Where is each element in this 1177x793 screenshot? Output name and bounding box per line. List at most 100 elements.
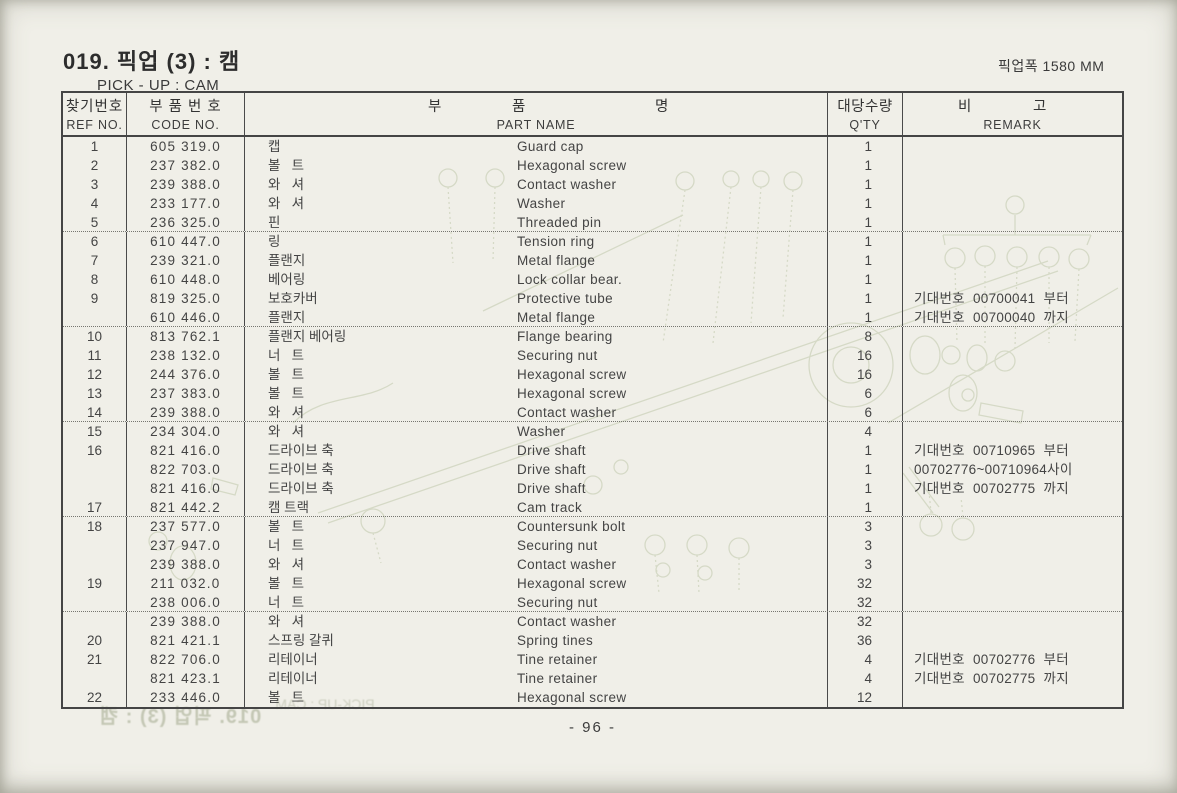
table-row: 237 947.0 너 트 Securing nut 3 [63, 536, 1122, 555]
part-name-cell: 볼 트 Hexagonal screw [245, 688, 828, 707]
header-name-kr-1: 부 [428, 99, 442, 115]
part-name-en: Drive shaft [517, 481, 586, 496]
part-name-cell: 볼 트 Hexagonal screw [245, 384, 828, 403]
page-subtitle: PICK - UP : CAM [97, 77, 220, 94]
ref-no-cell [63, 593, 127, 611]
code-no-cell: 237 382.0 [127, 156, 245, 175]
ref-no-cell: 9 [63, 289, 127, 308]
part-name-en: Contact washer [517, 614, 617, 629]
code-no-cell: 239 388.0 [127, 612, 245, 631]
code-no-cell: 239 388.0 [127, 555, 245, 574]
remark-cell: 기대번호 00700041 부터 [914, 291, 1069, 306]
page-number: - 96 - [568, 719, 616, 736]
ref-no-cell: 20 [63, 631, 127, 650]
remark-cell [903, 327, 1122, 346]
part-name-kr: 베어링 [268, 272, 306, 287]
qty-cell: 1 [828, 194, 903, 213]
header-name-en: PART NAME [496, 118, 576, 132]
remark-cell [903, 517, 1122, 536]
qty-cell: 1 [828, 308, 903, 326]
table-row: 239 388.0 와 셔 Contact washer 3 [63, 555, 1122, 574]
ref-no-cell [63, 555, 127, 574]
remark-cell [903, 384, 1122, 403]
ref-no-cell [63, 308, 127, 326]
table-row: 821 416.0 드라이브 축 Drive shaft 1 기대번호 00702775… [63, 479, 1122, 498]
remark-cell [903, 213, 1122, 231]
part-name-en: Spring tines [517, 633, 594, 648]
remark-cell [903, 232, 1122, 251]
part-name-cell: 와 셔 Washer [245, 422, 828, 441]
part-name-en: Contact washer [517, 177, 617, 192]
part-name-cell: 볼 트 Hexagonal screw [245, 156, 828, 175]
table-row: 6 610 447.0 링 Tension ring 1 [63, 232, 1122, 251]
remark-cell [903, 365, 1122, 384]
part-name-en: Tine retainer [517, 652, 598, 667]
code-no-cell: 237 383.0 [127, 384, 245, 403]
part-name-cell: 리테이너 Tine retainer [245, 650, 828, 669]
ref-no-cell: 17 [63, 498, 127, 516]
remark-cell [903, 574, 1122, 593]
part-name-cell: 와 셔 Contact washer [245, 555, 828, 574]
code-no-cell: 238 132.0 [127, 346, 245, 365]
part-name-cell: 리테이너 Tine retainer [245, 669, 828, 688]
remark-cell [903, 612, 1122, 631]
qty-cell: 4 [828, 669, 903, 688]
part-name-en: Contact washer [517, 405, 617, 420]
part-name-en: Washer [517, 196, 566, 211]
code-no-cell: 233 446.0 [127, 688, 245, 707]
ref-no-cell [63, 669, 127, 688]
code-no-cell: 239 388.0 [127, 403, 245, 421]
ref-no-cell [63, 612, 127, 631]
part-name-kr: 볼 트 [268, 386, 305, 401]
table-row: 15 234 304.0 와 셔 Washer 4 [63, 422, 1122, 441]
part-name-cell: 스프링 갈퀴 Spring tines [245, 631, 828, 650]
header-qty: 대당수량 Q'TY [828, 93, 903, 135]
part-name-en: Securing nut [517, 538, 598, 553]
table-row: 238 006.0 너 트 Securing nut 32 [63, 593, 1122, 612]
table-row: 17 821 442.2 캠 트랙 Cam track 1 [63, 498, 1122, 517]
qty-cell: 1 [828, 479, 903, 498]
part-name-kr: 볼 트 [268, 519, 305, 534]
part-name-en: Hexagonal screw [517, 386, 627, 401]
table-row: 19 211 032.0 볼 트 Hexagonal screw 32 [63, 574, 1122, 593]
part-name-kr: 리테이너 [268, 671, 318, 686]
part-name-cell: 드라이브 축 Drive shaft [245, 460, 828, 479]
qty-cell: 1 [828, 441, 903, 460]
table-row: 2 237 382.0 볼 트 Hexagonal screw 1 [63, 156, 1122, 175]
code-no-cell: 610 447.0 [127, 232, 245, 251]
part-name-cell: 볼 트 Hexagonal screw [245, 574, 828, 593]
qty-cell: 32 [828, 593, 903, 611]
header-code-en: CODE NO. [151, 118, 220, 132]
qty-cell: 3 [828, 536, 903, 555]
part-name-kr: 플랜지 [268, 310, 306, 325]
part-name-cell: 볼 트 Countersunk bolt [245, 517, 828, 536]
part-name-en: Tine retainer [517, 671, 598, 686]
part-name-en: Hexagonal screw [517, 576, 627, 591]
remark-cell: 기대번호 00702775 까지 [914, 671, 1069, 686]
part-name-kr: 볼 트 [268, 576, 305, 591]
header-remark-kr-2: 고 [1033, 99, 1047, 115]
pickup-width-label: 픽업폭 1580 MM [998, 58, 1105, 74]
table-row: 18 237 577.0 볼 트 Countersunk bolt 3 [63, 517, 1122, 536]
header-remark-en: REMARK [983, 118, 1042, 132]
code-no-cell: 234 304.0 [127, 422, 245, 441]
code-no-cell: 821 423.1 [127, 669, 245, 688]
part-name-kr: 와 셔 [268, 177, 305, 192]
remark-cell [903, 498, 1122, 516]
ref-no-cell [63, 460, 127, 479]
part-name-kr: 플랜지 [268, 253, 306, 268]
table-row: 4 233 177.0 와 셔 Washer 1 [63, 194, 1122, 213]
part-name-en: Protective tube [517, 291, 614, 306]
code-no-cell: 813 762.1 [127, 327, 245, 346]
remark-cell [903, 593, 1122, 611]
ref-no-cell: 18 [63, 517, 127, 536]
part-name-en: Lock collar bear. [517, 272, 623, 287]
remark-cell [903, 137, 1122, 156]
table-row: 8 610 448.0 베어링 Lock collar bear. 1 [63, 270, 1122, 289]
table-row: 1 605 319.0 캡 Guard cap 1 [63, 137, 1122, 156]
header-code-no: 부 품 번 호 CODE NO. [127, 93, 245, 135]
table-row: 5 236 325.0 핀 Threaded pin 1 [63, 213, 1122, 232]
remark-cell [903, 175, 1122, 194]
remark-cell: 00702776~00710964사이 [914, 462, 1073, 477]
part-name-en: Metal flange [517, 310, 596, 325]
